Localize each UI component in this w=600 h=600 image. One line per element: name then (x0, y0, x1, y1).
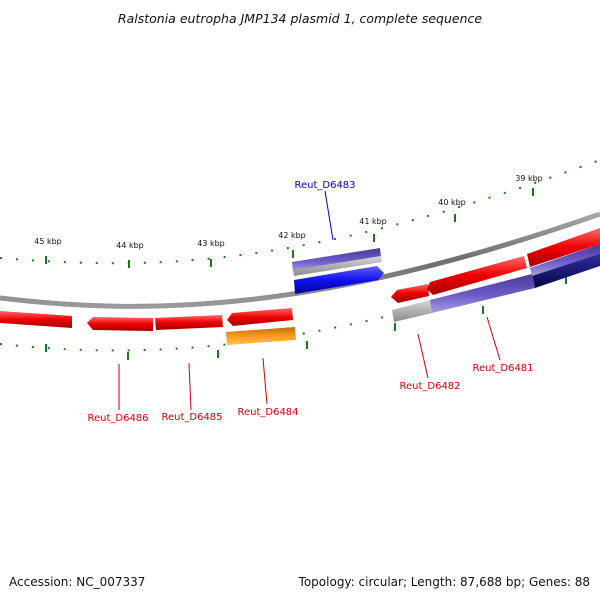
scale-label-44kbp: 44 kbp (116, 241, 144, 250)
gene-reut-d6481[interactable] (430, 274, 535, 313)
map-title: Ralstonia eutropha JMP134 plasmid 1, com… (118, 11, 482, 26)
reverse-strand-genes (0, 252, 600, 345)
gene-reut-d6483-gray[interactable] (293, 256, 382, 276)
plasmid-backbone (0, 211, 600, 309)
gene-reut-d6482[interactable] (391, 284, 429, 303)
label-reut-d6485[interactable]: Reut_D6485 (161, 412, 222, 423)
label-reut-d6482[interactable]: Reut_D6482 (399, 381, 460, 392)
outer-tick-ring (0, 159, 600, 265)
gene-reut-d6483-purple[interactable] (292, 248, 381, 272)
label-reut-d6481[interactable]: Reut_D6481 (472, 363, 533, 374)
gene-forward-red-1[interactable] (427, 256, 527, 295)
gene-forward-purple-2[interactable] (530, 244, 600, 276)
scale-label-43kbp: 43 kbp (197, 239, 225, 248)
gene-reut-d6486[interactable] (0, 311, 72, 328)
scale-labels: 45 kbp 44 kbp 43 kbp 42 kbp 41 kbp 40 kb… (34, 174, 543, 250)
gene-labels: Reut_D6483 Reut_D6486 Reut_D6485 Reut_D6… (87, 180, 533, 424)
gene-reut-d6484-b[interactable] (227, 308, 293, 326)
inner-tick-ring (0, 251, 600, 352)
gene-reut-d6483[interactable] (294, 266, 384, 294)
label-leaders (118, 190, 501, 411)
scale-label-41kbp: 41 kbp (359, 217, 387, 226)
label-reut-d6486[interactable]: Reut_D6486 (87, 413, 148, 424)
inner-major-ticks (45, 276, 567, 360)
accession-text: Accession: NC_007337 (9, 575, 145, 589)
label-reut-d6483[interactable]: Reut_D6483 (294, 180, 355, 191)
gene-reut-d6484-orange[interactable] (226, 327, 296, 345)
forward-strand-genes (292, 228, 600, 295)
gene-reut-d6482-gray[interactable] (392, 300, 432, 322)
scale-label-42kbp: 42 kbp (278, 231, 306, 240)
scale-label-45kbp: 45 kbp (34, 237, 62, 246)
scale-label-39kbp: 39 kbp (515, 174, 543, 183)
gene-reut-d6485[interactable] (87, 317, 153, 331)
gene-reut-d6484-a[interactable] (155, 315, 223, 330)
label-reut-d6484[interactable]: Reut_D6484 (237, 407, 298, 418)
scale-label-40kbp: 40 kbp (438, 198, 466, 207)
gene-reut-d6481-navy[interactable] (532, 252, 600, 288)
gene-forward-red-2[interactable] (527, 228, 600, 267)
topology-summary: Topology: circular; Length: 87,688 bp; G… (298, 575, 590, 589)
outer-major-ticks (45, 188, 534, 268)
